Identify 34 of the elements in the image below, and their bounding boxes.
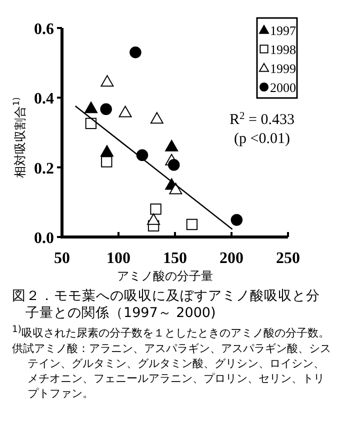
x-tick-label: 250 — [276, 250, 300, 267]
point — [147, 213, 160, 225]
y-tick-label: 0.2 — [34, 160, 54, 178]
point — [165, 140, 178, 152]
point — [150, 112, 164, 124]
point — [230, 214, 243, 226]
point — [84, 102, 98, 114]
point — [100, 145, 114, 157]
point — [169, 182, 182, 194]
legend-label: 1999 — [270, 61, 296, 76]
annotation: (p <0.01) — [234, 131, 290, 147]
point — [130, 46, 142, 58]
text: 供試アミノ酸：アラニン、アスパラギン、アスパラギン酸、システイン、グルタミン、グルタミン酸、グリシン、ロイシン、メチオニン、フェニールアラニン、プロリン、セリン、トリプトファン。 — [12, 340, 332, 401]
point — [100, 75, 114, 87]
legend-label: 2000 — [270, 80, 296, 95]
point — [118, 106, 132, 118]
legend-label: 1998 — [270, 42, 296, 57]
point — [168, 158, 180, 171]
x-tick-label: 50 — [54, 250, 70, 267]
x-axis-title: アミノ酸の分子量 — [117, 269, 213, 283]
y-tick-label: 0.6 — [34, 21, 54, 38]
point — [150, 204, 162, 215]
text: $^{1)}$吸収された尿素の分子数を１としたときのアミノ酸の分子数。 — [12, 323, 330, 341]
x-tick-label: 200 — [220, 250, 244, 267]
point — [100, 103, 112, 116]
text: 図２．モモ葉への吸収に及ぼすアミノ酸吸収と分子量との関係（1997～ 2000) — [12, 288, 321, 322]
y-tick-label: 0.4 — [34, 90, 54, 108]
x-tick-label: 100 — [106, 250, 130, 267]
x-tick-label: 150 — [163, 250, 187, 267]
point — [101, 156, 112, 168]
point — [186, 218, 198, 230]
annotation: R$^{2}$ = 0.433 — [230, 110, 294, 128]
legend-label: 1997 — [270, 23, 296, 38]
y-tick-label: 0.0 — [34, 230, 54, 247]
